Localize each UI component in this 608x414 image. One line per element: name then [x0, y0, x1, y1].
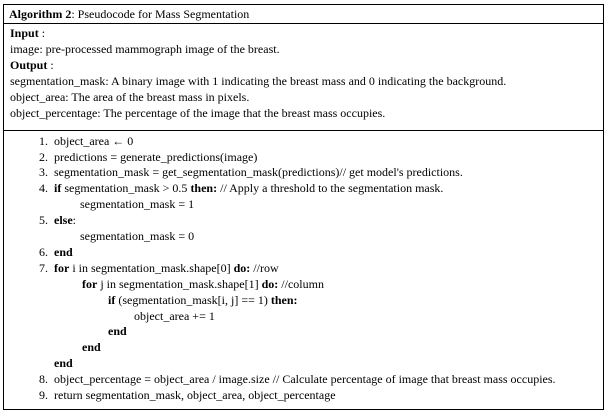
line-number-8: 8. [39, 372, 48, 386]
keyword-if: if [54, 181, 62, 195]
else-colon: : [72, 213, 76, 227]
keyword-for: for [54, 261, 70, 275]
code-line-3: segmentation_mask = get_segmentation_mas… [54, 165, 463, 179]
code-line-7-end-if: end [108, 324, 127, 338]
line-number-2: 2. [39, 150, 48, 164]
code-line-7: for i in segmentation_mask.shape[0] do: … [54, 261, 279, 275]
keyword-do: do: [261, 277, 279, 291]
code-line-7-inner-if: if (segmentation_mask[i, j] == 1) then: [108, 293, 298, 307]
input-heading-line: Input : [10, 26, 45, 40]
code-line-9: return segmentation_mask, object_area, o… [54, 388, 336, 402]
for-range: i in segmentation_mask.shape[0] [69, 261, 234, 275]
input-line-image: image: pre-processed mammograph image of… [10, 42, 280, 56]
code-comment: //row [250, 261, 279, 275]
keyword-if: if [108, 293, 116, 307]
line-number-3: 3. [39, 165, 48, 179]
code-line-7-end-inner-for: end [82, 340, 101, 354]
code-section: 1. object_area ← 0 2. predictions = gene… [4, 131, 603, 409]
code-line-6: end [54, 245, 73, 259]
keyword-for: for [82, 277, 98, 291]
line-number-4: 4. [39, 181, 48, 195]
line-number-9: 9. [39, 388, 48, 402]
output-line-segmentation-mask: segmentation_mask: A binary image with 1… [10, 74, 507, 88]
for-range: j in segmentation_mask.shape[1] [97, 277, 262, 291]
code-line-7-increment: object_area += 1 [134, 309, 215, 323]
keyword-do: do: [233, 261, 251, 275]
io-section: Input : image: pre-processed mammograph … [4, 24, 603, 131]
code-line-7-end-outer-for: end [54, 356, 73, 370]
code-line-4-body: segmentation_mask = 1 [80, 197, 195, 211]
line-number-1: 1. [39, 134, 48, 148]
output-colon: : [47, 58, 54, 72]
input-heading: Input [10, 26, 39, 40]
code-comment: //column [278, 277, 324, 291]
if-condition: segmentation_mask > 0.5 [61, 181, 191, 195]
line-number-6: 6. [39, 245, 48, 259]
code-line-7-inner-for: for j in segmentation_mask.shape[1] do: … [82, 277, 324, 291]
code-line-8: object_percentage = object_area / image.… [54, 372, 556, 386]
output-line-object-area: object_area: The area of the breast mass… [10, 90, 250, 104]
input-colon: : [38, 26, 46, 40]
keyword-then: then: [270, 293, 298, 307]
output-heading-line: Output : [10, 58, 54, 72]
code-comment: // Apply a threshold to the segmentation… [217, 181, 444, 195]
code-line-5: else: [54, 213, 76, 227]
if-condition: (segmentation_mask[i, j] == 1) [115, 293, 271, 307]
keyword-then: then: [190, 181, 218, 195]
algorithm-title-row: Algorithm 2: Pseudocode for Mass Segment… [4, 5, 603, 24]
line-number-7: 7. [39, 261, 48, 275]
algorithm-label: Algorithm 2 [9, 7, 72, 21]
code-line-5-body: segmentation_mask = 0 [80, 229, 195, 243]
code-line-1: object_area ← 0 [54, 134, 134, 148]
keyword-else: else [54, 213, 73, 227]
code-line-4: if segmentation_mask > 0.5 then: // Appl… [54, 181, 443, 195]
output-line-object-percentage: object_percentage: The percentage of the… [10, 106, 386, 120]
line-number-5: 5. [39, 213, 48, 227]
output-heading: Output [10, 58, 48, 72]
algorithm-title-text: : Pseudocode for Mass Segmentation [71, 7, 250, 21]
algorithm-title: Algorithm 2: Pseudocode for Mass Segment… [9, 7, 249, 21]
algorithm-box: Algorithm 2: Pseudocode for Mass Segment… [3, 4, 604, 410]
code-line-2: predictions = generate_predictions(image… [54, 150, 258, 164]
